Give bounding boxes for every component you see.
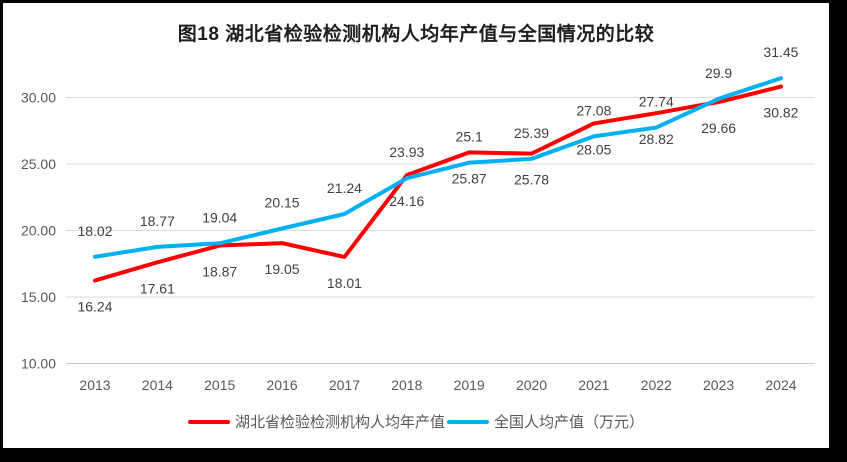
legend-label-national: 全国人均产值（万元） — [494, 414, 645, 431]
chart-panel: 图18 湖北省检验检测机构人均年产值与全国情况的比较 10.00 15.00 20.… — [3, 3, 829, 448]
x-axis-tick-label: 2014 — [142, 377, 173, 393]
data-label-s0-2023: 29.66 — [701, 120, 736, 136]
data-label-s0-2019: 25.87 — [452, 170, 487, 186]
series-line-1 — [93, 76, 783, 259]
data-label-s0-2017: 18.01 — [327, 275, 362, 291]
y-axis-tick-label: 25.00 — [21, 156, 56, 172]
data-label-s1-2019: 25.1 — [456, 129, 483, 145]
x-axis-tick-label: 2019 — [454, 377, 485, 393]
x-axis-tick-label: 2018 — [391, 377, 422, 393]
data-label-s1-2017: 21.24 — [327, 180, 362, 196]
legend-line-blue-icon — [447, 419, 489, 424]
series-line-0 — [93, 84, 783, 283]
x-axis-tick-label: 2021 — [578, 377, 609, 393]
data-label-s1-2023: 29.9 — [705, 65, 732, 81]
data-label-s1-2015: 19.04 — [202, 209, 237, 225]
x-axis-tick-label: 2020 — [516, 377, 547, 393]
y-axis-tick-label: 10.00 — [21, 356, 56, 372]
y-axis-tick-label: 20.00 — [21, 223, 56, 239]
legend-item-national: 全国人均产值（万元） — [447, 411, 644, 432]
y-axis-tick-label: 30.00 — [21, 90, 56, 106]
y-axis-tick-label: 15.00 — [21, 289, 56, 305]
data-label-s0-2014: 17.61 — [140, 280, 175, 296]
data-label-s0-2024: 30.82 — [763, 105, 798, 121]
data-label-s0-2022: 28.82 — [639, 131, 674, 147]
legend-line-red-icon — [187, 419, 230, 424]
data-label-s1-2024: 31.45 — [763, 44, 798, 60]
data-label-s1-2013: 18.02 — [77, 223, 112, 239]
data-label-s0-2020: 25.78 — [514, 172, 549, 188]
data-label-s0-2016: 19.05 — [265, 261, 300, 277]
data-label-s1-2016: 20.15 — [265, 195, 300, 211]
chart-title: 图18 湖北省检验检测机构人均年产值与全国情况的比较 — [177, 24, 655, 45]
x-axis-tick-label: 2024 — [765, 377, 796, 393]
data-label-s0-2013: 16.24 — [77, 299, 112, 315]
data-label-s1-2022: 27.74 — [639, 94, 674, 110]
x-axis-tick-label: 2023 — [703, 377, 734, 393]
x-axis-tick-label: 2015 — [204, 377, 235, 393]
data-label-s1-2018: 23.93 — [389, 144, 424, 160]
legend-label-hubei: 湖北省检验检测机构人均年产值 — [234, 414, 445, 431]
x-axis-tick-label: 2017 — [329, 377, 360, 393]
chart-plot: 10.00 15.00 20.00 25.00 30.00 2013 2014 2015 201… — [21, 44, 815, 393]
data-label-s0-2015: 18.87 — [202, 264, 237, 280]
data-label-s1-2014: 18.77 — [140, 213, 175, 229]
data-label-s1-2021: 27.08 — [576, 102, 611, 118]
chart-legend: 湖北省检验检测机构人均年产值 全国人均产值（万元） — [3, 411, 829, 432]
data-label-s1-2020: 25.39 — [514, 125, 549, 141]
x-axis-tick-label: 2013 — [79, 377, 110, 393]
x-axis-tick-label: 2016 — [267, 377, 298, 393]
x-axis-tick-label: 2022 — [641, 377, 672, 393]
data-label-s0-2018: 24.16 — [389, 193, 424, 209]
data-label-s0-2021: 28.05 — [576, 141, 611, 157]
legend-item-hubei: 湖北省检验检测机构人均年产值 — [187, 411, 445, 432]
